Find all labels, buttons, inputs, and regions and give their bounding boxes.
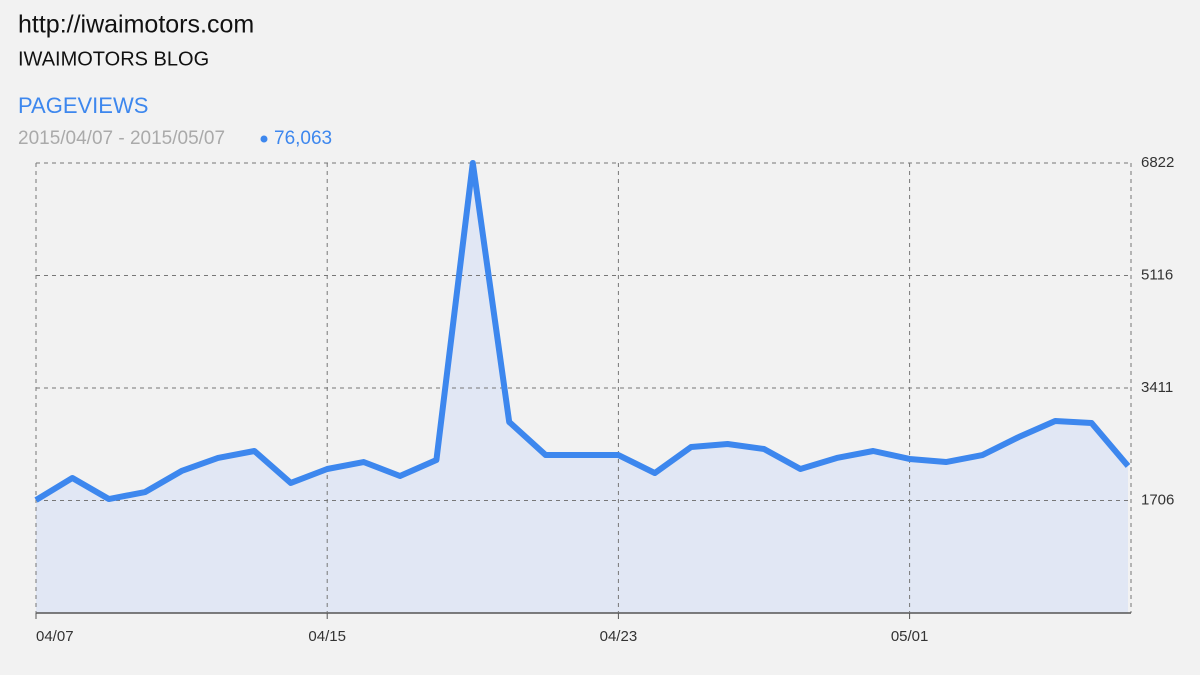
x-tick-label: 04/07 xyxy=(36,628,74,645)
legend-dot xyxy=(260,135,268,143)
date-range: 2015/04/07 - 2015/05/07 xyxy=(18,128,225,149)
blog-name: IWAIMOTORS BLOG xyxy=(18,48,209,70)
y-tick-label: 1706 xyxy=(1141,491,1174,508)
x-tick-label: 05/01 xyxy=(891,628,929,645)
x-tick-label: 04/23 xyxy=(600,628,638,645)
x-tick-label: 04/15 xyxy=(308,628,346,645)
line xyxy=(34,160,1131,503)
chart-title: PAGEVIEWS xyxy=(18,93,148,118)
y-tick-label: 5116 xyxy=(1141,267,1173,284)
y-tick-label: 3411 xyxy=(1141,379,1173,396)
total: 76,063 xyxy=(274,128,332,149)
y-tick-label: 6822 xyxy=(1141,154,1174,171)
site-url: http://iwaimotors.com xyxy=(18,11,254,39)
